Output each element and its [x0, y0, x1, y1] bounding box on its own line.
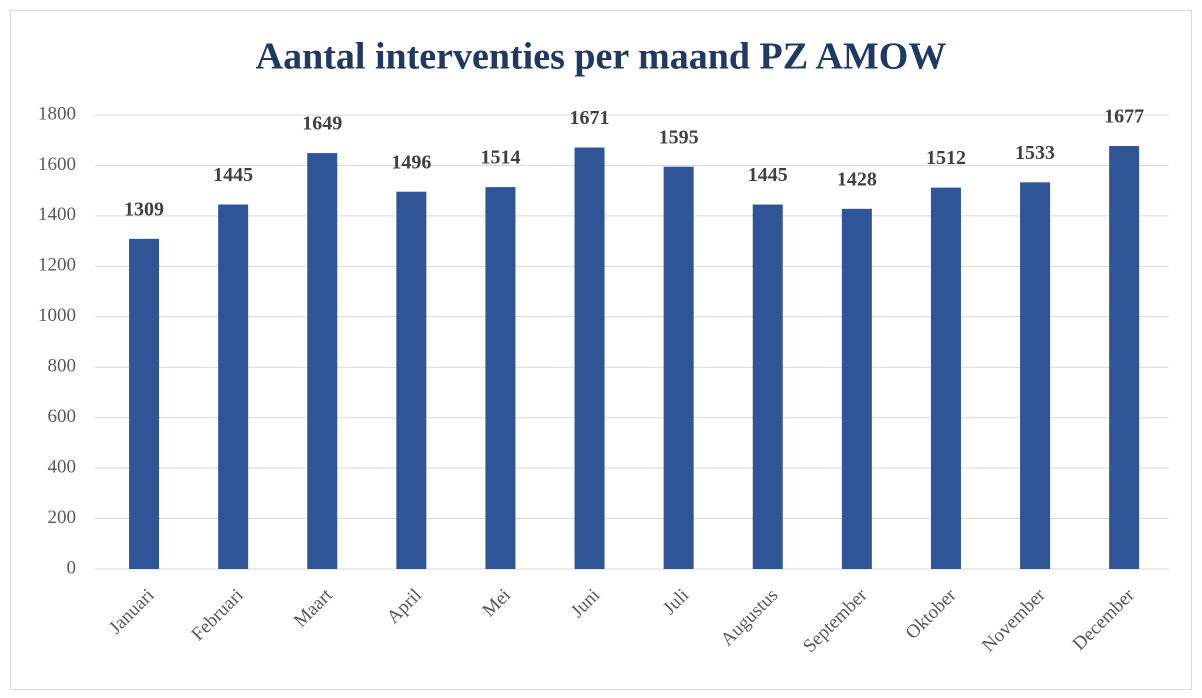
bar: [129, 238, 160, 569]
data-label: 1533: [1015, 142, 1055, 164]
bar: [218, 204, 249, 570]
data-label: 1428: [837, 168, 877, 190]
data-label: 1595: [659, 126, 699, 148]
y-tick-label: 1400: [38, 204, 76, 225]
data-label: 1512: [926, 147, 966, 169]
y-tick-label: 200: [48, 507, 77, 528]
y-tick-label: 800: [48, 356, 77, 377]
y-tick-label: 0: [67, 557, 77, 578]
data-label: 1445: [213, 164, 253, 186]
bar: [930, 187, 961, 569]
chart-title: Aantal interventies per maand PZ AMOW: [256, 36, 947, 78]
bar: [752, 204, 783, 570]
data-label: 1514: [480, 147, 520, 169]
bar: [396, 191, 427, 570]
data-label: 1671: [570, 107, 610, 129]
y-tick-label: 1000: [38, 305, 76, 326]
bar: [485, 187, 516, 569]
y-tick-label: 1600: [38, 154, 76, 175]
y-tick-label: 400: [48, 456, 77, 477]
y-tick-label: 1800: [38, 103, 76, 124]
y-tick-label: 600: [48, 406, 77, 427]
bar: [1020, 182, 1051, 570]
bar: [307, 153, 338, 569]
data-label: 1496: [391, 151, 431, 173]
data-label: 1649: [302, 113, 342, 135]
bar: [1109, 146, 1140, 570]
data-label: 1677: [1104, 106, 1144, 128]
data-label: 1445: [748, 164, 788, 186]
bar: [574, 147, 605, 569]
y-tick-label: 1200: [38, 255, 76, 276]
bar: [841, 208, 872, 569]
data-label: 1309: [124, 198, 164, 220]
bar: [663, 166, 694, 569]
